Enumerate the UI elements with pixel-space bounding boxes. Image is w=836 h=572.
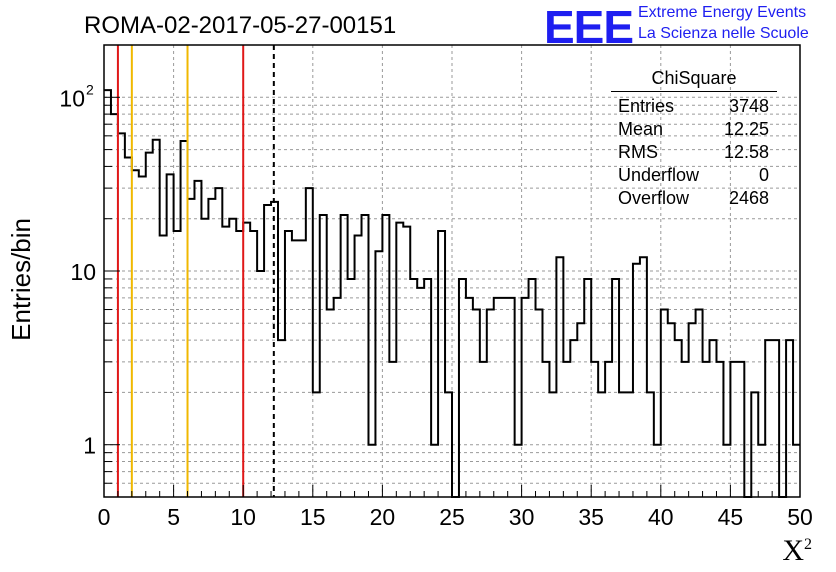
plot-title: ROMA-02-2017-05-27-00151 — [84, 12, 397, 39]
y-tick-label: 10 2 — [59, 81, 94, 111]
stats-row: RMS 12.58 — [611, 141, 777, 164]
stats-label: Mean — [618, 119, 664, 139]
histogram-line — [104, 89, 800, 498]
axis-ticks — [103, 96, 801, 497]
logo-line-2: La Scienza nelle Scuole — [638, 25, 809, 42]
x-tick-label: 25 — [439, 504, 465, 530]
stats-value: 12.25 — [723, 119, 769, 139]
x-tick-label: 5 — [167, 504, 180, 530]
stats-label: Underflow — [618, 165, 700, 185]
stats-label: Entries — [618, 96, 675, 116]
stats-box: ChiSquare Entries 3748 Mean 12.25 RMS 12.58… — [611, 68, 777, 210]
x-tick-label: 15 — [300, 504, 326, 530]
stats-label: RMS — [618, 142, 658, 162]
logo-line-1: Extreme Energy Events — [638, 4, 807, 21]
stats-value: 0 — [758, 165, 769, 185]
y-axis-label: Entries/bin — [6, 218, 36, 341]
x-tick-label: 10 — [230, 504, 256, 530]
y-tick-label: 1 — [83, 433, 96, 459]
x-tick-label: 35 — [578, 504, 604, 530]
stats-title: ChiSquare — [611, 68, 777, 92]
x-tick-label: 45 — [718, 504, 744, 530]
y-tick-label-exponent: 2 — [86, 81, 94, 97]
stats-row: Mean 12.25 — [611, 118, 777, 141]
x-axis-label-base: X — [782, 534, 804, 567]
stats-value: 2468 — [728, 188, 769, 208]
stats-row: Entries 3748 — [611, 95, 777, 118]
y-tick-label-base: 10 — [59, 85, 85, 111]
stats-row: Overflow 2468 — [611, 187, 777, 210]
x-tick-label: 20 — [370, 504, 396, 530]
x-tick-label: 40 — [648, 504, 674, 530]
x-tick-label: 50 — [787, 504, 813, 530]
stats-value: 3748 — [728, 96, 769, 116]
x-axis-label-exponent: 2 — [804, 536, 812, 553]
y-tick-label: 10 — [70, 259, 96, 285]
x-tick-label: 30 — [509, 504, 535, 530]
x-axis-label: X2 — [782, 534, 812, 568]
stats-row: Underflow 0 — [611, 164, 777, 187]
stats-value: 12.58 — [723, 142, 769, 162]
eee-logo: EEE — [544, 1, 634, 53]
histogram-series — [104, 89, 800, 498]
stats-label: Overflow — [618, 188, 690, 208]
x-tick-label: 0 — [98, 504, 111, 530]
